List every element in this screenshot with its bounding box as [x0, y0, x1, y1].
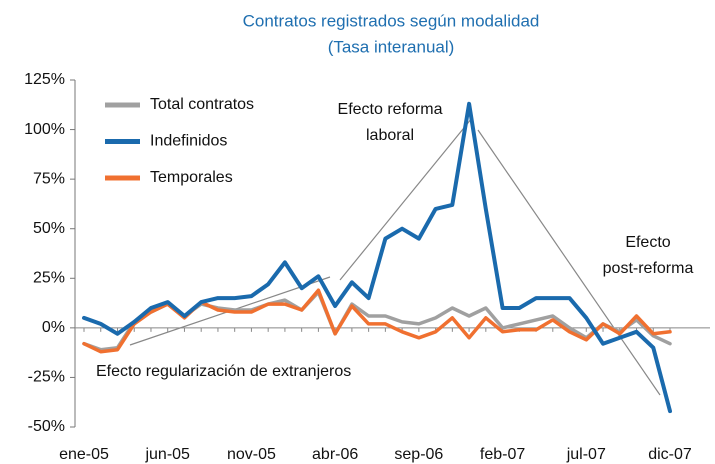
y-tick-label: -25%	[28, 369, 65, 386]
y-tick-label: 50%	[33, 220, 65, 237]
x-tick-label: abr-06	[312, 446, 358, 463]
y-tick-label: 25%	[33, 270, 65, 287]
annotation: Efecto reforma	[338, 101, 443, 118]
x-tick-label: jul-07	[566, 446, 606, 463]
y-tick-label: 75%	[33, 170, 65, 187]
chart-subtitle: (Tasa interanual)	[328, 37, 455, 56]
x-tick-label: nov-05	[227, 446, 276, 463]
y-tick-label: 100%	[24, 121, 65, 138]
series-line	[82, 101, 672, 414]
x-tick-label: jun-05	[144, 446, 190, 463]
trend-line	[339, 117, 473, 281]
series-line	[82, 288, 672, 354]
annotation: Efecto	[625, 234, 670, 251]
annotation: laboral	[366, 127, 414, 144]
trend-line	[477, 129, 661, 396]
y-tick-label: 0%	[42, 319, 65, 336]
x-tick-label: ene-05	[59, 446, 109, 463]
annotation: post-reforma	[603, 260, 694, 277]
chart-title: Contratos registrados según modalidad	[243, 11, 540, 30]
x-tick-label: feb-07	[480, 446, 525, 463]
x-tick-label: dic-07	[648, 446, 692, 463]
annotation: Efecto regularización de extranjeros	[96, 363, 351, 380]
legend-label: Total contratos	[150, 96, 254, 113]
y-tick-label: -50%	[28, 418, 65, 435]
x-tick-label: sep-06	[394, 446, 443, 463]
legend-label: Temporales	[150, 169, 233, 186]
series-line	[82, 290, 672, 352]
y-tick-label: 125%	[24, 71, 65, 88]
legend-label: Indefinidos	[150, 133, 227, 150]
